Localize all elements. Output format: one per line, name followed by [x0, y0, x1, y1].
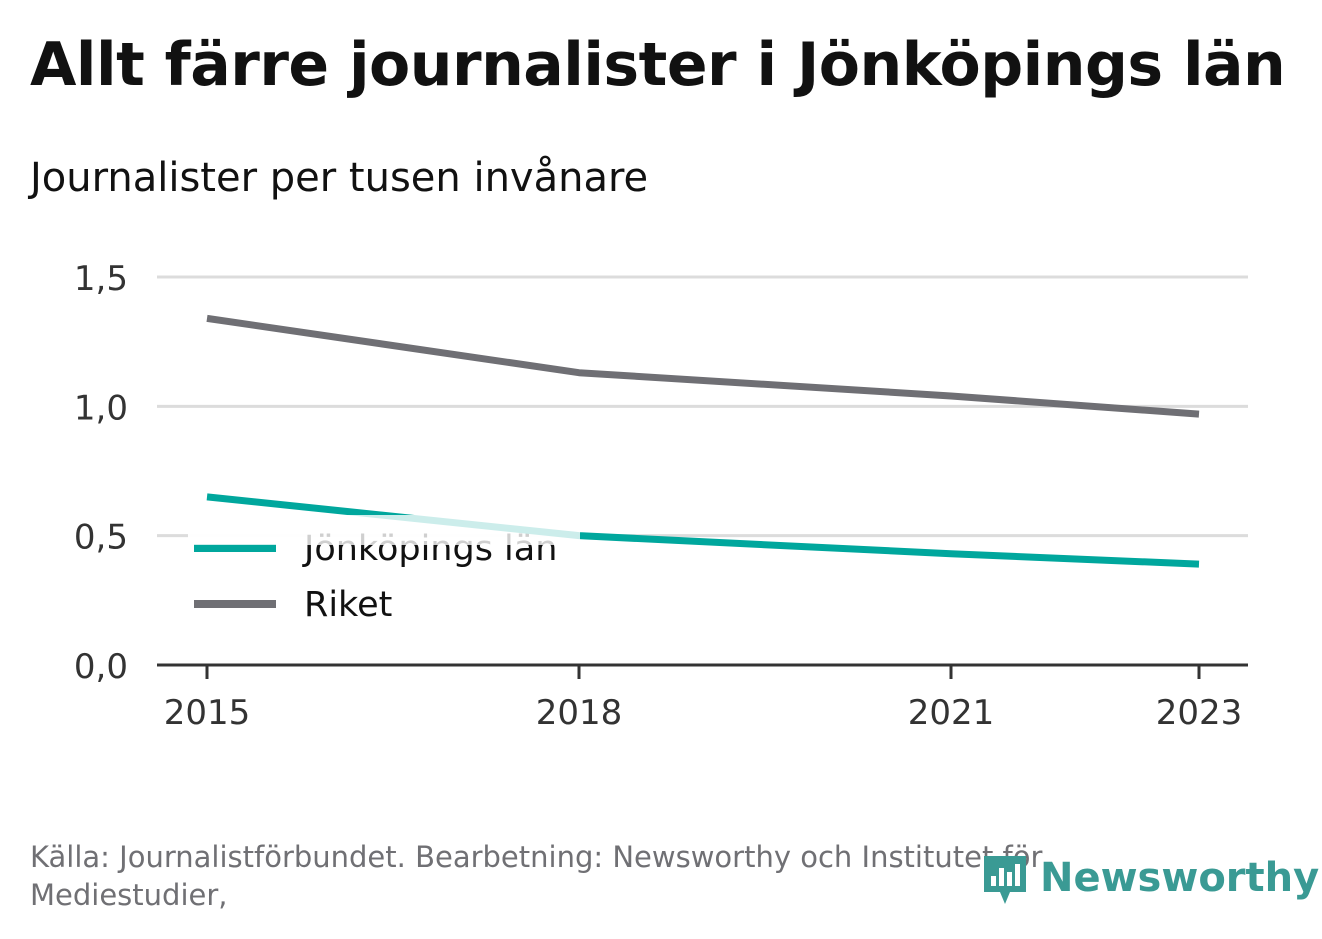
y-tick-label: 0,0 [74, 647, 128, 687]
newsworthy-logo-icon [984, 856, 1026, 904]
x-axis-ticks: 2015 2018 2021 2023 [164, 665, 1243, 733]
brand-logo: Newsworthy [980, 848, 1319, 908]
y-tick-label: 1,5 [74, 259, 128, 299]
series-lines [188, 314, 1200, 568]
y-tick-label: 1,0 [74, 388, 128, 428]
x-tick-label: 2018 [536, 693, 623, 733]
source-note: Källa: Journalistförbundet. Bearbetning:… [30, 840, 1043, 912]
legend-overlay [188, 515, 580, 545]
series-line-riket [206, 314, 1200, 418]
legend-label: Riket [304, 585, 392, 625]
chart-subtitle: Journalister per tusen invånare [30, 155, 649, 201]
x-tick-label: 2023 [1156, 693, 1243, 733]
x-tick-label: 2015 [164, 693, 251, 733]
brand-name: Newsworthy [1040, 855, 1320, 901]
x-tick-label: 2021 [908, 693, 995, 733]
y-tick-label: 0,5 [74, 518, 128, 558]
y-axis-ticks: 0,0 0,5 1,0 1,5 [74, 259, 128, 687]
chart-title: Allt färre journalister i Jönköpings län [30, 30, 1286, 100]
